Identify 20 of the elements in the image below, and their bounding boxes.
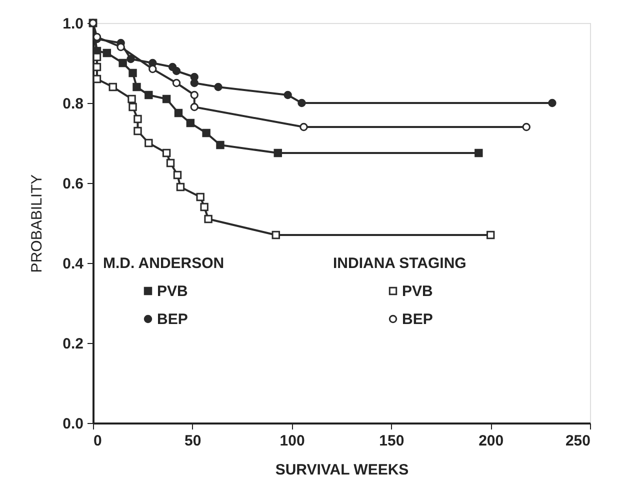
legend-label: BEP	[402, 311, 433, 328]
legend-label: BEP	[157, 311, 188, 328]
y-tick-label: 0.8	[62, 96, 84, 112]
x-tick-label: 0	[94, 432, 102, 450]
y-tick-label: 0.4	[62, 256, 84, 272]
x-axis-title: SURVIVAL WEEKS	[275, 462, 409, 478]
x-tick-label: 200	[478, 432, 504, 450]
x-tick-label: 100	[280, 432, 305, 450]
legend-label: PVB	[402, 283, 434, 300]
annotation: INDIANA STAGING	[333, 255, 466, 272]
x-tick-label: 250	[565, 432, 590, 450]
x-tick-label: 50	[184, 432, 202, 450]
y-tick-label: 0.2	[62, 336, 84, 352]
legend-label: PVB	[157, 283, 188, 300]
y-tick-label: 0.6	[62, 176, 84, 192]
y-tick-label: 1.0	[62, 16, 84, 32]
annotation: M.D. ANDERSON	[103, 255, 224, 272]
y-tick-label: 0.0	[62, 416, 84, 432]
x-tick-label: 150	[379, 432, 404, 450]
y-axis-title: PROBABILITY	[28, 174, 46, 273]
